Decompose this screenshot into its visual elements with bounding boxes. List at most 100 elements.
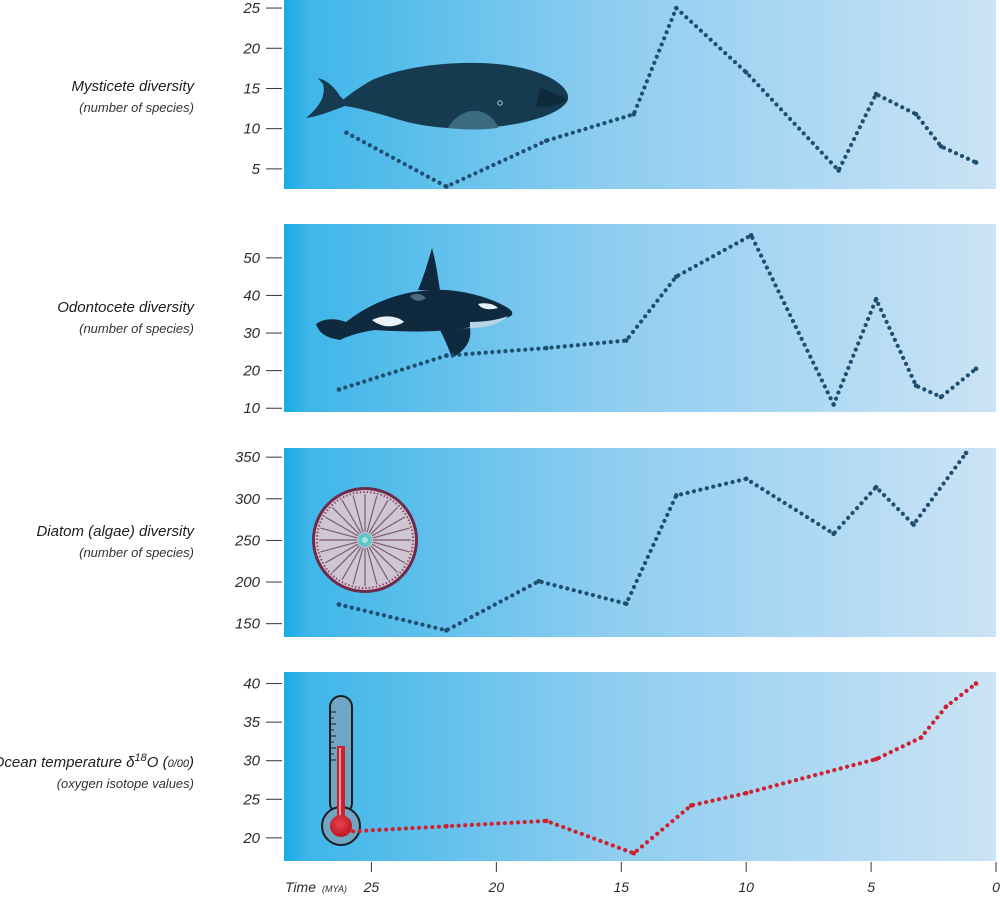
data-point xyxy=(938,144,944,149)
diatom-rib xyxy=(324,543,359,564)
diatom-rib xyxy=(332,507,360,535)
data-point xyxy=(873,296,879,302)
y-tick-label: 50 xyxy=(243,250,260,267)
y-tick-label: 150 xyxy=(235,616,261,633)
diatom-rib xyxy=(320,527,358,539)
x-tick-label: 10 xyxy=(738,879,754,895)
bowhead-whale-icon xyxy=(306,62,569,130)
y-tick-label: 30 xyxy=(243,325,260,342)
diatom-rib xyxy=(371,543,406,564)
panel-title: Mysticete diversity xyxy=(71,78,195,95)
data-point xyxy=(444,353,449,358)
x-tick-label: 25 xyxy=(363,879,380,895)
diatom-rib xyxy=(370,507,398,535)
diatom-rib xyxy=(352,547,364,585)
diatom-rib xyxy=(341,499,362,534)
diatom-rib xyxy=(324,516,359,537)
y-tick-label: 5 xyxy=(252,161,261,178)
diatom-rib xyxy=(372,541,410,553)
diatom-rib xyxy=(366,495,378,533)
y-tick-label: 250 xyxy=(234,532,261,549)
data-point xyxy=(631,850,637,856)
panel-title: Odontocete diversity xyxy=(57,299,195,316)
diatom-rib xyxy=(368,499,389,534)
data-point xyxy=(544,345,549,351)
data-point xyxy=(673,274,679,279)
y-tick-label: 40 xyxy=(243,676,260,693)
data-point xyxy=(743,476,749,482)
data-point xyxy=(344,829,349,834)
data-point xyxy=(336,387,342,392)
data-point xyxy=(911,522,916,527)
data-point xyxy=(544,138,549,144)
data-point xyxy=(873,484,879,490)
diatom-rib xyxy=(372,527,410,539)
data-point xyxy=(544,818,549,824)
data-point xyxy=(873,91,879,97)
data-point xyxy=(748,232,754,238)
x-tick-label: 20 xyxy=(488,879,505,895)
data-point xyxy=(918,735,924,740)
diatom-rib xyxy=(341,546,362,581)
thermometer-icon xyxy=(321,695,361,846)
data-point xyxy=(444,823,449,829)
x-tick-label: 5 xyxy=(867,879,875,895)
x-axis-label: Time xyxy=(285,879,316,895)
data-point xyxy=(631,111,637,117)
data-point xyxy=(943,704,949,710)
y-tick-label: 25 xyxy=(242,0,260,17)
data-point xyxy=(831,402,836,407)
x-tick-label: 15 xyxy=(613,879,629,895)
panel-subtitle: (oxygen isotope values) xyxy=(57,776,194,791)
y-tick-label: 300 xyxy=(235,491,261,508)
data-point xyxy=(623,601,629,606)
orca-icon xyxy=(316,248,513,358)
data-point xyxy=(623,338,629,343)
diatom-rib xyxy=(366,547,378,585)
series-line xyxy=(336,450,969,633)
diatom-rib xyxy=(352,495,364,533)
y-tick-label: 30 xyxy=(243,753,260,770)
y-tick-label: 350 xyxy=(235,449,261,466)
data-point xyxy=(344,130,349,136)
y-tick-label: 20 xyxy=(242,830,260,847)
diatom-icon xyxy=(312,487,418,593)
series-line xyxy=(336,232,979,410)
data-point xyxy=(973,366,979,372)
panel-background xyxy=(284,672,996,861)
panel-title: Ocean temperature δ18O (0/00) xyxy=(0,752,194,771)
y-tick-label: 15 xyxy=(243,80,260,97)
y-tick-label: 35 xyxy=(243,714,260,731)
y-tick-label: 40 xyxy=(243,287,260,304)
series-line xyxy=(344,681,979,856)
data-point xyxy=(336,602,342,607)
data-point xyxy=(938,394,944,400)
data-point xyxy=(836,168,841,173)
x-axis-unit: (MYA) xyxy=(322,884,347,894)
data-point xyxy=(444,184,449,189)
diatom-rib xyxy=(320,541,358,553)
panel-subtitle: (number of species) xyxy=(79,100,194,115)
diatom-rib xyxy=(368,546,389,581)
diatom-rib xyxy=(370,545,398,573)
data-point xyxy=(963,450,969,456)
data-point xyxy=(743,790,749,796)
data-point xyxy=(743,70,749,75)
x-tick-label: 0 xyxy=(992,879,1000,895)
panel-subtitle: (number of species) xyxy=(79,321,194,336)
data-point xyxy=(831,531,836,537)
y-tick-label: 10 xyxy=(243,121,260,138)
y-tick-label: 200 xyxy=(234,574,261,591)
panel-title: Diatom (algae) diversity xyxy=(36,523,195,540)
data-point xyxy=(673,493,679,498)
data-point xyxy=(673,5,679,11)
y-tick-label: 20 xyxy=(242,40,260,57)
data-point xyxy=(973,160,979,165)
y-tick-label: 10 xyxy=(243,400,260,417)
data-point xyxy=(913,383,919,388)
data-point xyxy=(536,578,542,584)
data-point xyxy=(913,111,919,117)
y-tick-label: 25 xyxy=(242,791,260,808)
data-point xyxy=(873,756,879,762)
